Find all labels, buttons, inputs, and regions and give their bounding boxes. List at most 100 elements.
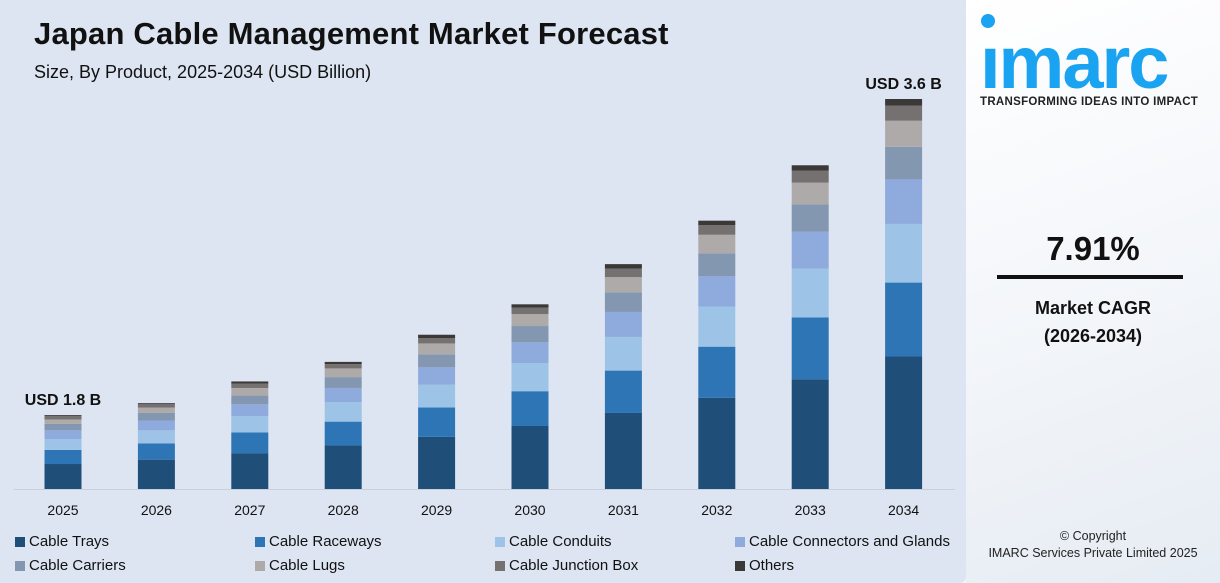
bar-segment-2028-cable-conduits bbox=[324, 402, 362, 422]
bar-segment-2026-cable-lugs bbox=[137, 407, 175, 413]
bar-segment-2030-cable-raceways bbox=[511, 391, 549, 426]
x-tick-label: 2034 bbox=[888, 502, 919, 518]
chart-panel: Japan Cable Management Market Forecast S… bbox=[0, 0, 966, 583]
bar-segment-2033-cable-lugs bbox=[791, 182, 829, 205]
bar-segment-2030-cable-lugs bbox=[511, 314, 549, 327]
bar-segment-2026-cable-raceways bbox=[137, 443, 175, 460]
legend-item: Cable Carriers bbox=[15, 557, 126, 574]
bar-segment-2034-others bbox=[885, 99, 923, 106]
tagline: TRANSFORMING IDEAS INTO IMPACT bbox=[980, 96, 1199, 108]
bar-segment-2027-cable-connectors-and-glands bbox=[231, 404, 269, 417]
bar-segment-2026-cable-connectors-and-glands bbox=[137, 420, 175, 431]
bar-segment-2026-others bbox=[137, 403, 175, 405]
bar-segment-2032-others bbox=[698, 220, 736, 226]
bar-segment-2033-cable-raceways bbox=[791, 317, 829, 380]
copyright: © Copyright IMARC Services Private Limit… bbox=[966, 528, 1220, 562]
x-tick-label: 2033 bbox=[795, 502, 826, 518]
bar-segment-2034-cable-junction-box bbox=[885, 105, 923, 121]
side-panel: ımarc TRANSFORMING IDEAS INTO IMPACT 7.9… bbox=[966, 0, 1220, 583]
legend-label: Cable Raceways bbox=[269, 533, 382, 550]
bar-segment-2031-cable-raceways bbox=[604, 370, 642, 413]
bar-segment-2028-cable-connectors-and-glands bbox=[324, 387, 362, 403]
bar-segment-2033-cable-carriers bbox=[791, 204, 829, 232]
bar-segment-2034-cable-lugs bbox=[885, 120, 923, 147]
bar-segment-2026-cable-junction-box bbox=[137, 404, 175, 408]
bar-segment-2029-cable-carriers bbox=[418, 354, 456, 368]
bar-segment-2027-cable-carriers bbox=[231, 395, 269, 405]
legend-label: Cable Carriers bbox=[29, 557, 126, 574]
bar-segment-2027-cable-raceways bbox=[231, 432, 269, 454]
bar-segment-2025-cable-junction-box bbox=[44, 416, 82, 420]
total-label-2025: USD 1.8 B bbox=[25, 392, 101, 409]
bar-segment-2034-cable-raceways bbox=[885, 282, 923, 357]
bar-segment-2032-cable-connectors-and-glands bbox=[698, 276, 736, 307]
bar-segment-2027-cable-lugs bbox=[231, 387, 269, 396]
legend-item: Cable Connectors and Glands bbox=[735, 533, 950, 550]
bar-segment-2032-cable-trays bbox=[698, 397, 736, 489]
divider bbox=[997, 275, 1183, 279]
bar-segment-2025-cable-lugs bbox=[44, 419, 82, 424]
bar-segment-2025-cable-carriers bbox=[44, 423, 82, 431]
bar-segment-2027-cable-junction-box bbox=[231, 383, 269, 388]
bar-segment-2034-cable-conduits bbox=[885, 223, 923, 283]
bar-segment-2032-cable-lugs bbox=[698, 234, 736, 254]
bar-segment-2026-cable-carriers bbox=[137, 412, 175, 421]
legend-swatch bbox=[15, 536, 25, 547]
bar-segment-2025-cable-connectors-and-glands bbox=[44, 430, 82, 440]
x-tick-label: 2030 bbox=[514, 502, 545, 518]
legend-item: Cable Junction Box bbox=[495, 557, 638, 574]
bar-segment-2031-cable-trays bbox=[604, 412, 642, 489]
total-label-2034: USD 3.6 B bbox=[865, 76, 941, 93]
legend-swatch bbox=[495, 560, 505, 571]
bar-segment-2028-cable-carriers bbox=[324, 377, 362, 388]
bar-segment-2029-cable-raceways bbox=[418, 407, 456, 437]
legend-label: Cable Connectors and Glands bbox=[749, 533, 950, 550]
bar-segment-2029-others bbox=[418, 334, 456, 338]
legend-label: Cable Junction Box bbox=[509, 557, 639, 574]
legend-label: Others bbox=[749, 557, 795, 574]
x-tick-label: 2028 bbox=[328, 502, 359, 518]
bar-segment-2025-cable-conduits bbox=[44, 439, 82, 450]
bar-plot: 2025 USD 1.8 B 2026 2027 2028 2029 2030 2031 203… bbox=[14, 76, 955, 518]
bar-segment-2029-cable-trays bbox=[418, 436, 456, 489]
bar-segment-2032-cable-junction-box bbox=[698, 225, 736, 235]
legend-item: Cable Conduits bbox=[495, 533, 612, 550]
bar-segment-2027-cable-conduits bbox=[231, 416, 269, 433]
bar-segment-2027-others bbox=[231, 381, 269, 384]
legend-item: Cable Raceways bbox=[255, 533, 382, 550]
bar-segment-2028-cable-junction-box bbox=[324, 364, 362, 369]
x-tick-label: 2032 bbox=[701, 502, 732, 518]
bar-segment-2033-cable-conduits bbox=[791, 268, 829, 318]
svg-text:ımarc: ımarc bbox=[980, 21, 1167, 95]
bar-segment-2025-others bbox=[44, 415, 82, 417]
x-tick-label: 2025 bbox=[47, 502, 78, 518]
cagr-label-text: Market CAGR bbox=[1034, 298, 1152, 318]
bar-segment-2025-cable-trays bbox=[44, 464, 82, 489]
x-tick-label: 2029 bbox=[421, 502, 452, 518]
bar-segment-2028-cable-lugs bbox=[324, 368, 362, 378]
legend-swatch bbox=[15, 560, 25, 571]
bar-segment-2030-cable-trays bbox=[511, 425, 549, 489]
bar-segment-2033-cable-junction-box bbox=[791, 170, 829, 183]
bar-segment-2034-cable-carriers bbox=[885, 146, 923, 180]
legend-swatch bbox=[255, 536, 265, 547]
x-tick-label: 2026 bbox=[141, 502, 172, 518]
bar-segment-2031-cable-carriers bbox=[604, 292, 642, 312]
bar-segment-2026-cable-conduits bbox=[137, 430, 175, 444]
cagr-period: (2026-2034) bbox=[1043, 326, 1143, 346]
bar-segment-2030-cable-conduits bbox=[511, 362, 549, 392]
cagr-label: Market CAGR (2026-2034) bbox=[966, 294, 1220, 350]
legend-swatch bbox=[495, 536, 505, 547]
bar-segment-2031-cable-conduits bbox=[604, 336, 642, 371]
bar-segment-2029-cable-junction-box bbox=[418, 337, 456, 344]
bar-segment-2031-cable-lugs bbox=[604, 277, 642, 293]
legend-swatch bbox=[735, 536, 745, 547]
copyright-text: © Copyright bbox=[1059, 529, 1127, 543]
bar-segment-2031-cable-junction-box bbox=[604, 268, 642, 278]
cagr-value: 7.91% bbox=[1046, 230, 1140, 267]
bar-segment-2029-cable-connectors-and-glands bbox=[418, 367, 456, 385]
legend-item: Others bbox=[735, 557, 794, 574]
chart-title: Japan Cable Management Market Forecast bbox=[34, 16, 669, 51]
legend-item: Cable Trays bbox=[15, 533, 109, 550]
bar-segment-2033-cable-trays bbox=[791, 379, 829, 489]
